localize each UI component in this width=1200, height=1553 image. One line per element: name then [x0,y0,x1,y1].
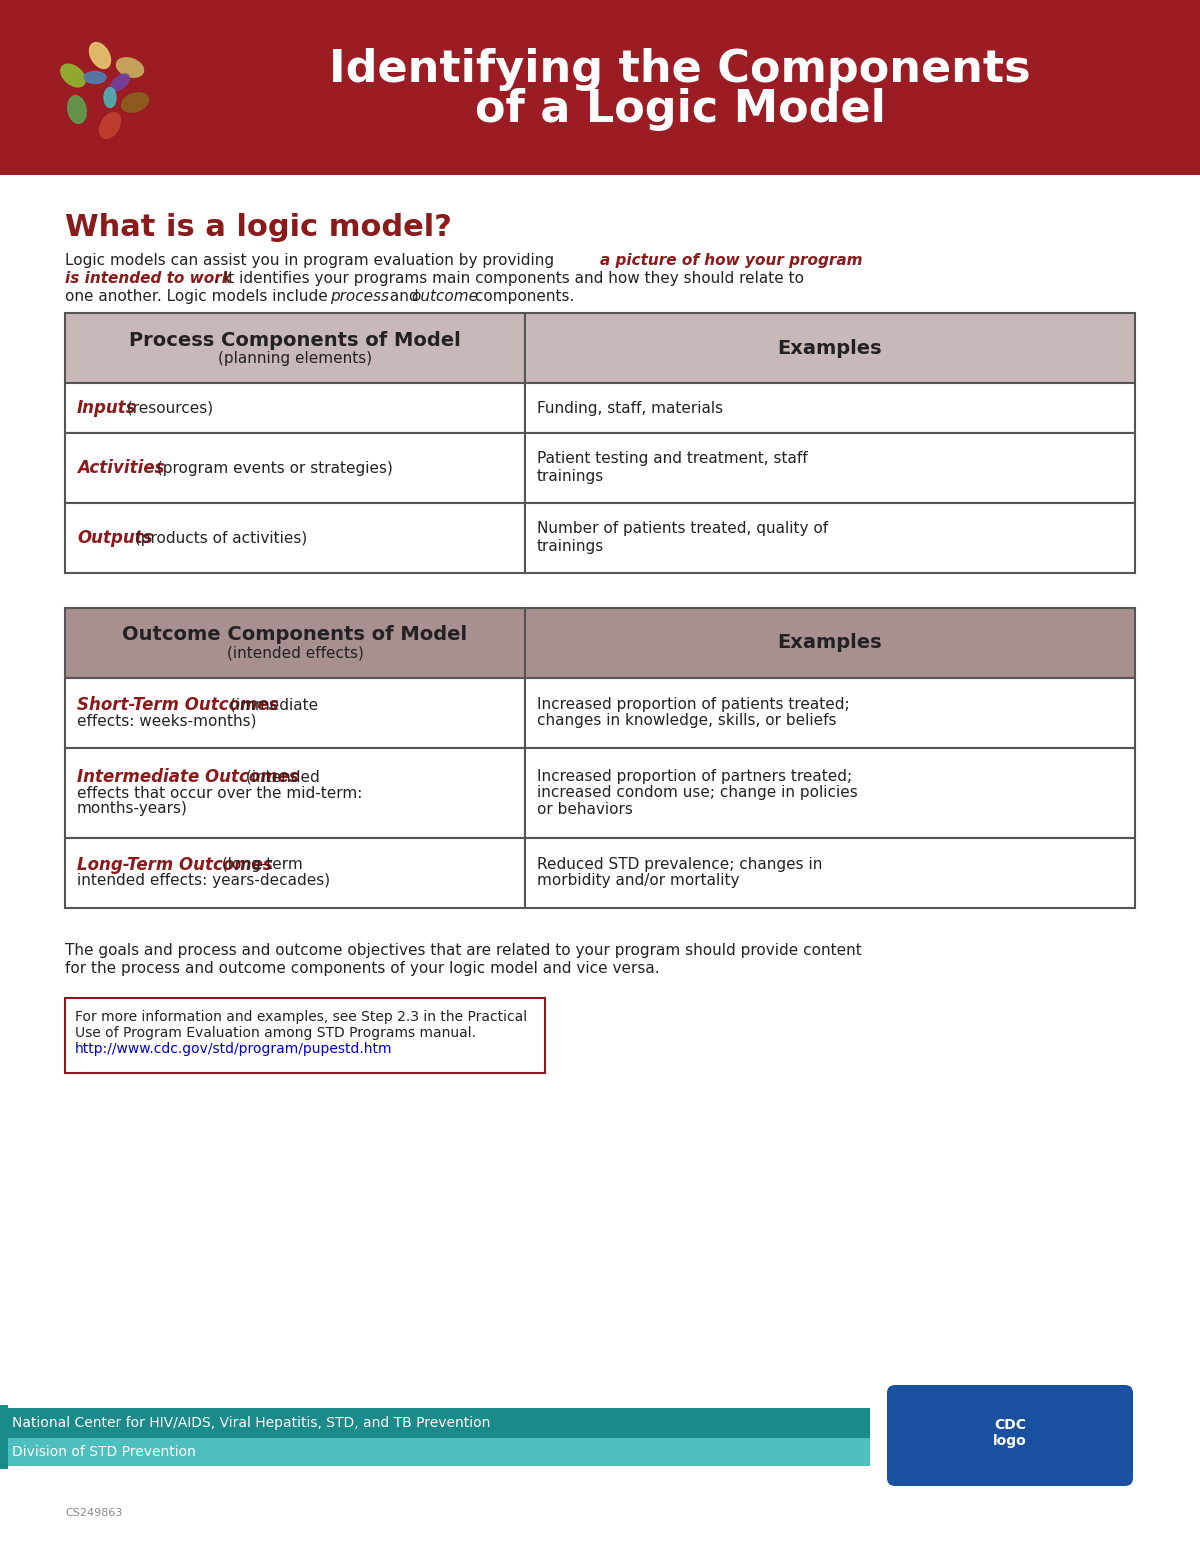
Text: or behaviors: or behaviors [538,801,632,817]
Text: trainings: trainings [538,469,605,485]
FancyBboxPatch shape [65,839,526,909]
Text: Intermediate Outcomes: Intermediate Outcomes [77,769,299,786]
Text: (resources): (resources) [122,401,214,416]
Text: (intended: (intended [241,769,319,784]
Text: CS249863: CS249863 [65,1508,122,1517]
Text: . It identifies your programs main components and how they should relate to: . It identifies your programs main compo… [214,272,804,286]
FancyBboxPatch shape [526,609,1135,679]
Text: months-years): months-years) [77,801,188,817]
Ellipse shape [104,87,116,107]
Text: Increased proportion of patients treated;: Increased proportion of patients treated… [538,697,850,713]
FancyBboxPatch shape [65,609,526,679]
Ellipse shape [84,71,106,84]
Text: National Center for HIV/AIDS, Viral Hepatitis, STD, and TB Prevention: National Center for HIV/AIDS, Viral Hepa… [12,1416,491,1430]
Text: Process Components of Model: Process Components of Model [130,331,461,349]
FancyBboxPatch shape [0,1438,870,1466]
FancyBboxPatch shape [65,314,526,384]
Text: changes in knowledge, skills, or beliefs: changes in knowledge, skills, or beliefs [538,713,836,728]
FancyBboxPatch shape [65,749,526,839]
Text: and: and [385,289,424,304]
Text: morbidity and/or mortality: morbidity and/or mortality [538,873,739,888]
Text: (planning elements): (planning elements) [218,351,372,365]
Text: (products of activities): (products of activities) [130,531,307,545]
FancyBboxPatch shape [0,1405,8,1469]
FancyBboxPatch shape [65,999,545,1073]
Text: effects that occur over the mid-term:: effects that occur over the mid-term: [77,786,362,800]
Ellipse shape [61,64,85,87]
Ellipse shape [121,93,149,112]
Text: Funding, staff, materials: Funding, staff, materials [538,401,724,416]
Text: effects: weeks-months): effects: weeks-months) [77,713,257,728]
Text: components.: components. [470,289,575,304]
Text: The goals and process and outcome objectives that are related to your program sh: The goals and process and outcome object… [65,943,862,958]
Text: CDC
logo: CDC logo [994,1418,1027,1447]
Text: http://www.cdc.gov/std/program/pupestd.htm: http://www.cdc.gov/std/program/pupestd.h… [74,1042,392,1056]
Text: (program events or strategies): (program events or strategies) [152,461,392,475]
Text: process: process [330,289,389,304]
Text: for the process and outcome components of your logic model and vice versa.: for the process and outcome components o… [65,961,660,975]
Text: (long-term: (long-term [217,857,304,873]
Text: Outcome Components of Model: Outcome Components of Model [122,626,468,644]
FancyBboxPatch shape [526,433,1135,503]
Ellipse shape [110,75,130,92]
Text: Inputs: Inputs [77,399,137,418]
Text: increased condom use; change in policies: increased condom use; change in policies [538,786,858,800]
Text: Reduced STD prevalence; changes in: Reduced STD prevalence; changes in [538,857,822,873]
FancyBboxPatch shape [65,679,526,749]
Text: (intended effects): (intended effects) [227,646,364,660]
FancyBboxPatch shape [0,1409,870,1438]
Text: Outputs: Outputs [77,530,152,547]
Text: Examples: Examples [778,339,882,357]
FancyBboxPatch shape [526,679,1135,749]
FancyBboxPatch shape [887,1385,1133,1486]
Text: Patient testing and treatment, staff: Patient testing and treatment, staff [538,452,808,466]
FancyBboxPatch shape [526,384,1135,433]
FancyBboxPatch shape [65,384,526,433]
Ellipse shape [100,112,120,138]
Text: Division of STD Prevention: Division of STD Prevention [12,1444,196,1458]
Text: Examples: Examples [778,634,882,652]
FancyBboxPatch shape [65,503,526,573]
Ellipse shape [116,57,144,78]
Text: Logic models can assist you in program evaluation by providing: Logic models can assist you in program e… [65,253,559,269]
Text: Increased proportion of partners treated;: Increased proportion of partners treated… [538,769,852,784]
Text: Activities: Activities [77,460,164,477]
Text: (immediate: (immediate [226,697,318,713]
Text: Short-Term Outcomes: Short-Term Outcomes [77,696,278,714]
FancyBboxPatch shape [526,503,1135,573]
Text: of a Logic Model: of a Logic Model [474,89,886,130]
Text: What is a logic model?: What is a logic model? [65,213,452,242]
Text: a picture of how your program: a picture of how your program [600,253,863,269]
Text: For more information and examples, see Step 2.3 in the Practical: For more information and examples, see S… [74,1009,527,1023]
Text: outcome: outcome [410,289,478,304]
Text: is intended to work: is intended to work [65,272,232,286]
FancyBboxPatch shape [526,839,1135,909]
FancyBboxPatch shape [526,314,1135,384]
Text: trainings: trainings [538,539,605,554]
Text: one another. Logic models include: one another. Logic models include [65,289,332,304]
FancyBboxPatch shape [0,0,1200,175]
FancyBboxPatch shape [65,433,526,503]
Ellipse shape [90,42,110,68]
Text: intended effects: years-decades): intended effects: years-decades) [77,873,330,888]
Text: Use of Program Evaluation among STD Programs manual.: Use of Program Evaluation among STD Prog… [74,1027,476,1041]
Text: Long-Term Outcomes: Long-Term Outcomes [77,856,272,874]
Ellipse shape [68,96,86,123]
Text: Number of patients treated, quality of: Number of patients treated, quality of [538,522,828,536]
FancyBboxPatch shape [526,749,1135,839]
Text: Identifying the Components: Identifying the Components [329,48,1031,92]
